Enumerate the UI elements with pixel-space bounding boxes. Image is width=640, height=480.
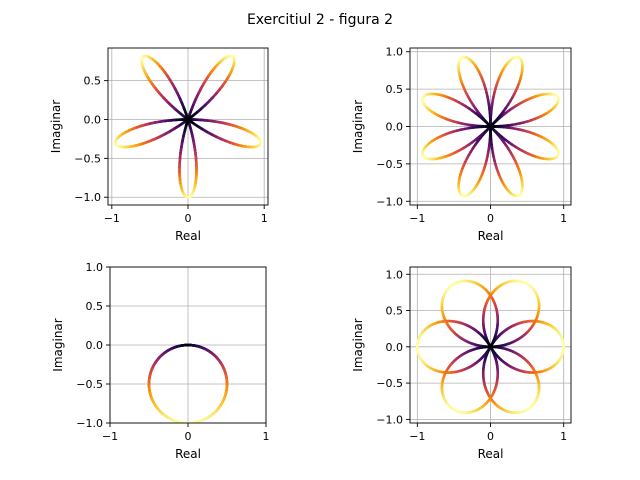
y-tick-label: −1.0 xyxy=(376,413,403,426)
curve xyxy=(416,279,565,414)
y-axis-label: Imaginar xyxy=(351,100,365,153)
y-tick-label: −1.0 xyxy=(76,417,103,430)
x-tick-label: 0 xyxy=(487,212,494,225)
y-tick-label: 0.5 xyxy=(86,300,104,313)
y-axis-label: Imaginar xyxy=(51,318,65,371)
x-tick-label: −1 xyxy=(104,212,120,225)
y-tick-label: −1.0 xyxy=(74,191,101,204)
x-tick-label: −1 xyxy=(102,430,118,443)
subplot-1: −1 0 1 −1.0 −0.5 0.0 0.5 Real Imaginar xyxy=(49,47,269,243)
x-tick-label: 0 xyxy=(185,212,192,225)
curve xyxy=(114,54,262,199)
x-tick-label: 1 xyxy=(261,212,268,225)
x-tick-label: −1 xyxy=(409,430,425,443)
figure-title: Exercitiul 2 - figura 2 xyxy=(247,12,393,28)
y-tick-label: −0.5 xyxy=(74,152,101,165)
y-tick-label: 1.0 xyxy=(86,261,104,274)
subplot-4: −1 0 1 −1.0 −0.5 0.0 0.5 1.0 Real Imaginar xyxy=(351,266,572,461)
y-tick-label: 0.5 xyxy=(386,305,404,318)
y-tick-label: 1.0 xyxy=(386,268,404,281)
y-tick-label: −1.0 xyxy=(376,195,403,208)
y-tick-label: 0.5 xyxy=(386,83,404,96)
y-axis-label: Imaginar xyxy=(351,318,365,371)
y-axis-label: Imaginar xyxy=(49,100,63,153)
subplot-3: −1 0 1 −1.0 −0.5 0.0 0.5 1.0 Real Imaginar xyxy=(51,261,270,461)
x-tick-label: 1 xyxy=(560,212,567,225)
y-tick-label: 0.5 xyxy=(84,75,102,88)
y-tick-label: 0.0 xyxy=(386,341,404,354)
y-tick-label: −0.5 xyxy=(376,377,403,390)
y-tick-label: 0.0 xyxy=(84,114,102,127)
x-tick-label: 1 xyxy=(560,430,567,443)
x-axis-label: Real xyxy=(478,229,504,243)
curve xyxy=(421,55,560,198)
x-axis-label: Real xyxy=(478,447,504,461)
x-axis-label: Real xyxy=(175,447,201,461)
subplot-2: −1 0 1 −1.0 −0.5 0.0 0.5 1.0 Real Imaginar xyxy=(351,46,572,243)
y-tick-label: 0.0 xyxy=(86,339,104,352)
y-tick-label: 0.0 xyxy=(386,121,404,134)
y-tick-label: −0.5 xyxy=(376,158,403,171)
x-axis-label: Real xyxy=(175,229,201,243)
y-tick-label: 1.0 xyxy=(386,46,404,59)
x-tick-label: 0 xyxy=(487,430,494,443)
y-tick-label: −0.5 xyxy=(76,378,103,391)
curve xyxy=(147,343,229,423)
x-tick-label: 0 xyxy=(185,430,192,443)
x-tick-label: −1 xyxy=(409,212,425,225)
x-tick-label: 1 xyxy=(263,430,270,443)
